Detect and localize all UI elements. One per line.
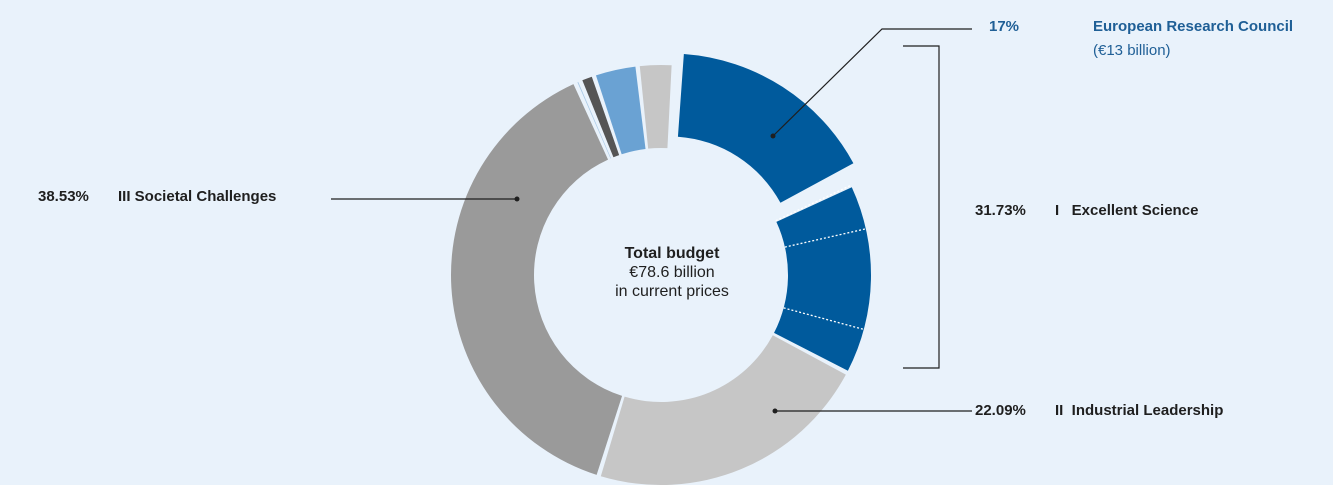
societal-leader-dot	[514, 196, 520, 202]
donut-slice-7	[639, 65, 672, 149]
erc-percent: 17%	[989, 18, 1020, 35]
center-title: Total budget	[624, 245, 720, 262]
societal-challenges-label: 38.53% III Societal Challenges	[38, 188, 276, 205]
donut-slice-3	[451, 84, 623, 475]
erc-name: European Research Council	[1093, 18, 1294, 35]
center-note: in current prices	[615, 283, 729, 300]
erc-leader-line	[772, 28, 972, 137]
excellent-science-divider-1	[783, 307, 864, 331]
industrial-leadership-name: II Industrial Leadership	[1055, 402, 1224, 419]
excellent-science-percent: 31.73%	[975, 202, 1026, 219]
societal-challenges-name: III Societal Challenges	[118, 188, 277, 205]
donut-slice-6	[595, 66, 646, 155]
center-amount: €78.6 billion	[629, 264, 715, 281]
donut-slice-1	[774, 187, 871, 371]
excellent-science-name: I Excellent Science	[1055, 202, 1199, 219]
excellent-science-top-edge	[775, 184, 852, 222]
donut-center-label: Total budget €78.6 billion in current pr…	[562, 244, 782, 301]
industrial-leader-dot	[772, 408, 778, 414]
excellent-science-divider-0	[784, 228, 867, 248]
erc-amount: (€13 billion)	[1093, 42, 1171, 59]
excellent-science-bracket	[903, 45, 940, 369]
donut-slice-5	[582, 76, 620, 158]
erc-label: 17% European Research Council	[989, 18, 1293, 35]
excellent-science-label: 31.73% I Excellent Science	[975, 202, 1198, 219]
industrial-leadership-label: 22.09% II Industrial Leadership	[975, 402, 1223, 419]
erc-leader-dot	[770, 133, 776, 139]
societal-challenges-percent: 38.53%	[38, 188, 89, 205]
donut-slice-4	[577, 81, 611, 159]
industrial-leadership-percent: 22.09%	[975, 402, 1026, 419]
donut-slice-0	[677, 53, 854, 203]
excellent-science-subdividers	[775, 184, 867, 331]
donut-slice-2	[600, 335, 846, 485]
